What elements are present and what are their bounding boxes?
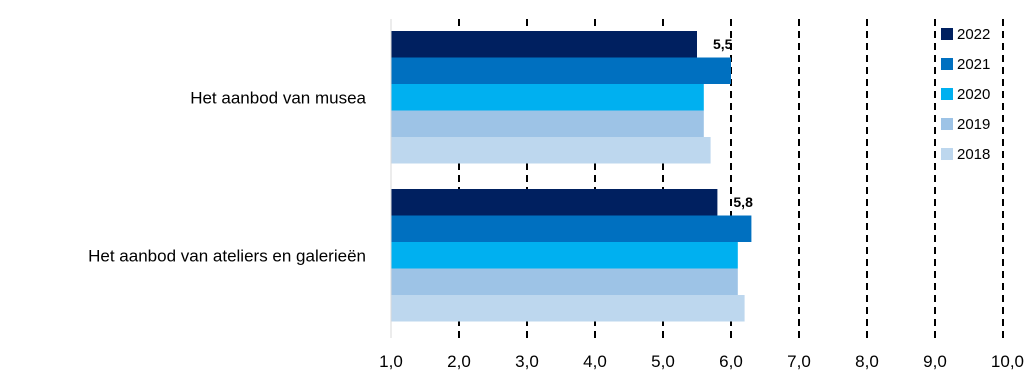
x-tick-label: 3,0 [515, 352, 539, 371]
legend-swatch [941, 148, 953, 160]
x-tick-label: 6,0 [719, 352, 743, 371]
legend-label: 2022 [957, 26, 990, 43]
category-label: Het aanbod van musea [190, 88, 366, 107]
legend-swatch [941, 118, 953, 130]
bar [391, 242, 738, 269]
bar [391, 189, 718, 216]
bars [391, 31, 752, 322]
bar [391, 84, 704, 111]
bar [391, 268, 738, 295]
legend-swatch [941, 58, 953, 70]
bar [391, 31, 697, 58]
legend-label: 2020 [957, 86, 990, 103]
x-tick-label: 2,0 [447, 352, 471, 371]
x-tick-label: 9,0 [923, 352, 947, 371]
x-tick-labels: 1,0 2,0 3,0 4,0 5,0 6,0 7,0 8,0 9,0 10,0 [379, 352, 1024, 371]
x-tick-label: 8,0 [855, 352, 879, 371]
bar [391, 110, 704, 137]
data-label: 5,5 [713, 36, 733, 52]
legend: 2022 2021 2020 2019 2018 [941, 26, 990, 163]
x-tick-label: 4,0 [583, 352, 607, 371]
legend-swatch [941, 88, 953, 100]
x-tick-label: 7,0 [787, 352, 811, 371]
data-label: 5,8 [733, 194, 753, 210]
bar [391, 295, 745, 322]
bar [391, 215, 752, 242]
data-labels: 5,5 5,8 [713, 36, 753, 210]
bar [391, 57, 731, 84]
legend-label: 2018 [957, 146, 990, 163]
category-label: Het aanbod van ateliers en galerieën [88, 246, 366, 265]
bar [391, 137, 711, 164]
category-labels: Het aanbod van musea Het aanbod van ateli… [88, 88, 366, 265]
legend-label: 2019 [957, 116, 990, 133]
legend-swatch [941, 28, 953, 40]
x-tick-label: 5,0 [651, 352, 675, 371]
legend-label: 2021 [957, 56, 990, 73]
x-tick-label: 1,0 [379, 352, 403, 371]
x-tick-label: 10,0 [991, 352, 1024, 371]
